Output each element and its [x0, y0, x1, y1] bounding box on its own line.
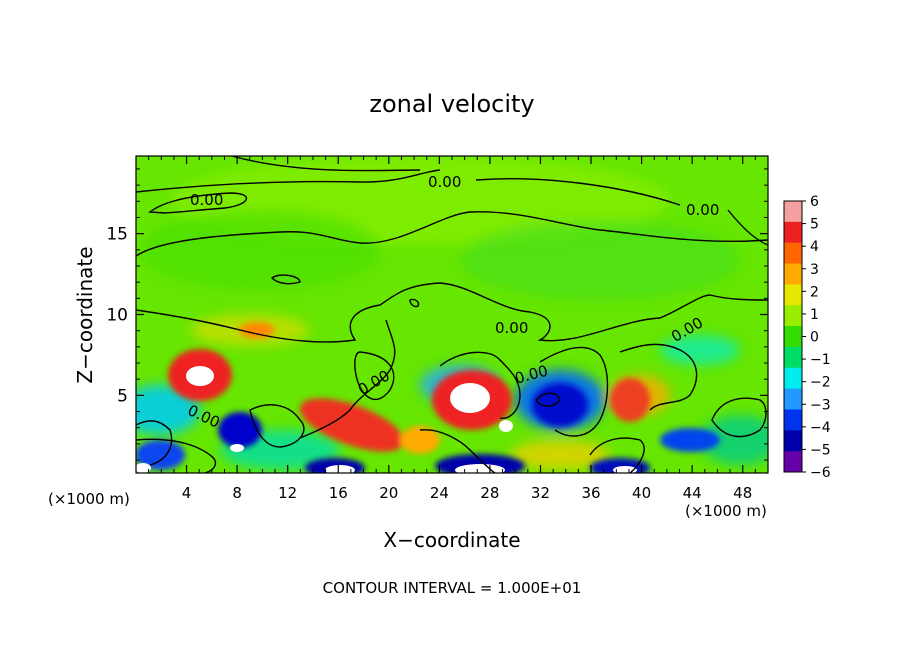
x-tick-label: 8 [232, 484, 242, 502]
chart-title: zonal velocity [369, 90, 534, 118]
heatmap-field [136, 156, 768, 473]
colorbar-swatch [784, 284, 802, 306]
y-tick-label: 15 [106, 225, 128, 245]
colorbar-swatch [784, 263, 802, 285]
x-tick-label: 48 [733, 484, 752, 502]
x-axis: 4 8 12 16 20 24 28 32 36 40 44 48 [148, 156, 756, 502]
colorbar-swatch [784, 430, 802, 452]
colorbar-label: −6 [810, 465, 831, 481]
contour-label: 0.00 [686, 201, 719, 219]
x-unit-label-left: (×1000 m) [48, 490, 130, 508]
x-tick-label: 36 [581, 484, 600, 502]
contour-label: 0.00 [495, 319, 528, 337]
colorbar-label: 2 [810, 284, 819, 300]
zero-contours [136, 156, 768, 473]
x-tick-label: 16 [329, 484, 348, 502]
colorbar-label: 0 [810, 330, 819, 346]
colorbar-label: 4 [810, 239, 819, 255]
contour-interval-note: CONTOUR INTERVAL = 1.000E+01 [323, 579, 582, 597]
colorbar-swatch [784, 388, 802, 410]
x-tick-label: 20 [379, 484, 398, 502]
colorbar-label: 3 [810, 262, 819, 278]
colorbar-label: −5 [810, 442, 831, 458]
colorbar-label: −1 [810, 352, 831, 368]
x-tick-label: 12 [278, 484, 297, 502]
colorbar-label: 5 [810, 217, 819, 233]
colorbar-label: 6 [810, 194, 819, 210]
x-tick-label: 24 [430, 484, 449, 502]
contour-label: 0.00 [428, 173, 461, 191]
contour-label: 0.00 [190, 191, 223, 209]
x-tick-label: 28 [480, 484, 499, 502]
colorbar-label: −3 [810, 397, 831, 413]
x-tick-label: 40 [632, 484, 651, 502]
y-axis: 5 10 15 [106, 168, 768, 461]
colorbar-swatch [784, 367, 802, 390]
x-axis-label: X−coordinate [383, 528, 520, 552]
colorbar-label: −2 [810, 375, 831, 391]
colorbar-swatch [784, 242, 802, 265]
colorbar-swatch [784, 326, 802, 348]
colorbar-label: −4 [810, 420, 831, 436]
colorbar-swatch [784, 201, 802, 223]
y-tick-label: 10 [106, 306, 128, 326]
x-tick-label: 4 [182, 484, 192, 502]
y-axis-label: Z−coordinate [73, 246, 97, 383]
colorbar-swatch [784, 409, 802, 431]
colorbar-swatch [784, 346, 802, 369]
colorbar-swatch [784, 221, 802, 244]
colorbar-swatch [784, 451, 802, 473]
colorbar: 6 5 4 3 2 1 0 −1 −2 −3 −4 −5 −6 [783, 194, 831, 481]
colorbar-swatch [784, 305, 802, 327]
x-tick-label: 32 [531, 484, 550, 502]
x-unit-label-right: (×1000 m) [685, 502, 767, 520]
x-tick-label: 44 [683, 484, 702, 502]
colorbar-label: 1 [810, 307, 819, 323]
y-tick-label: 5 [117, 386, 128, 406]
